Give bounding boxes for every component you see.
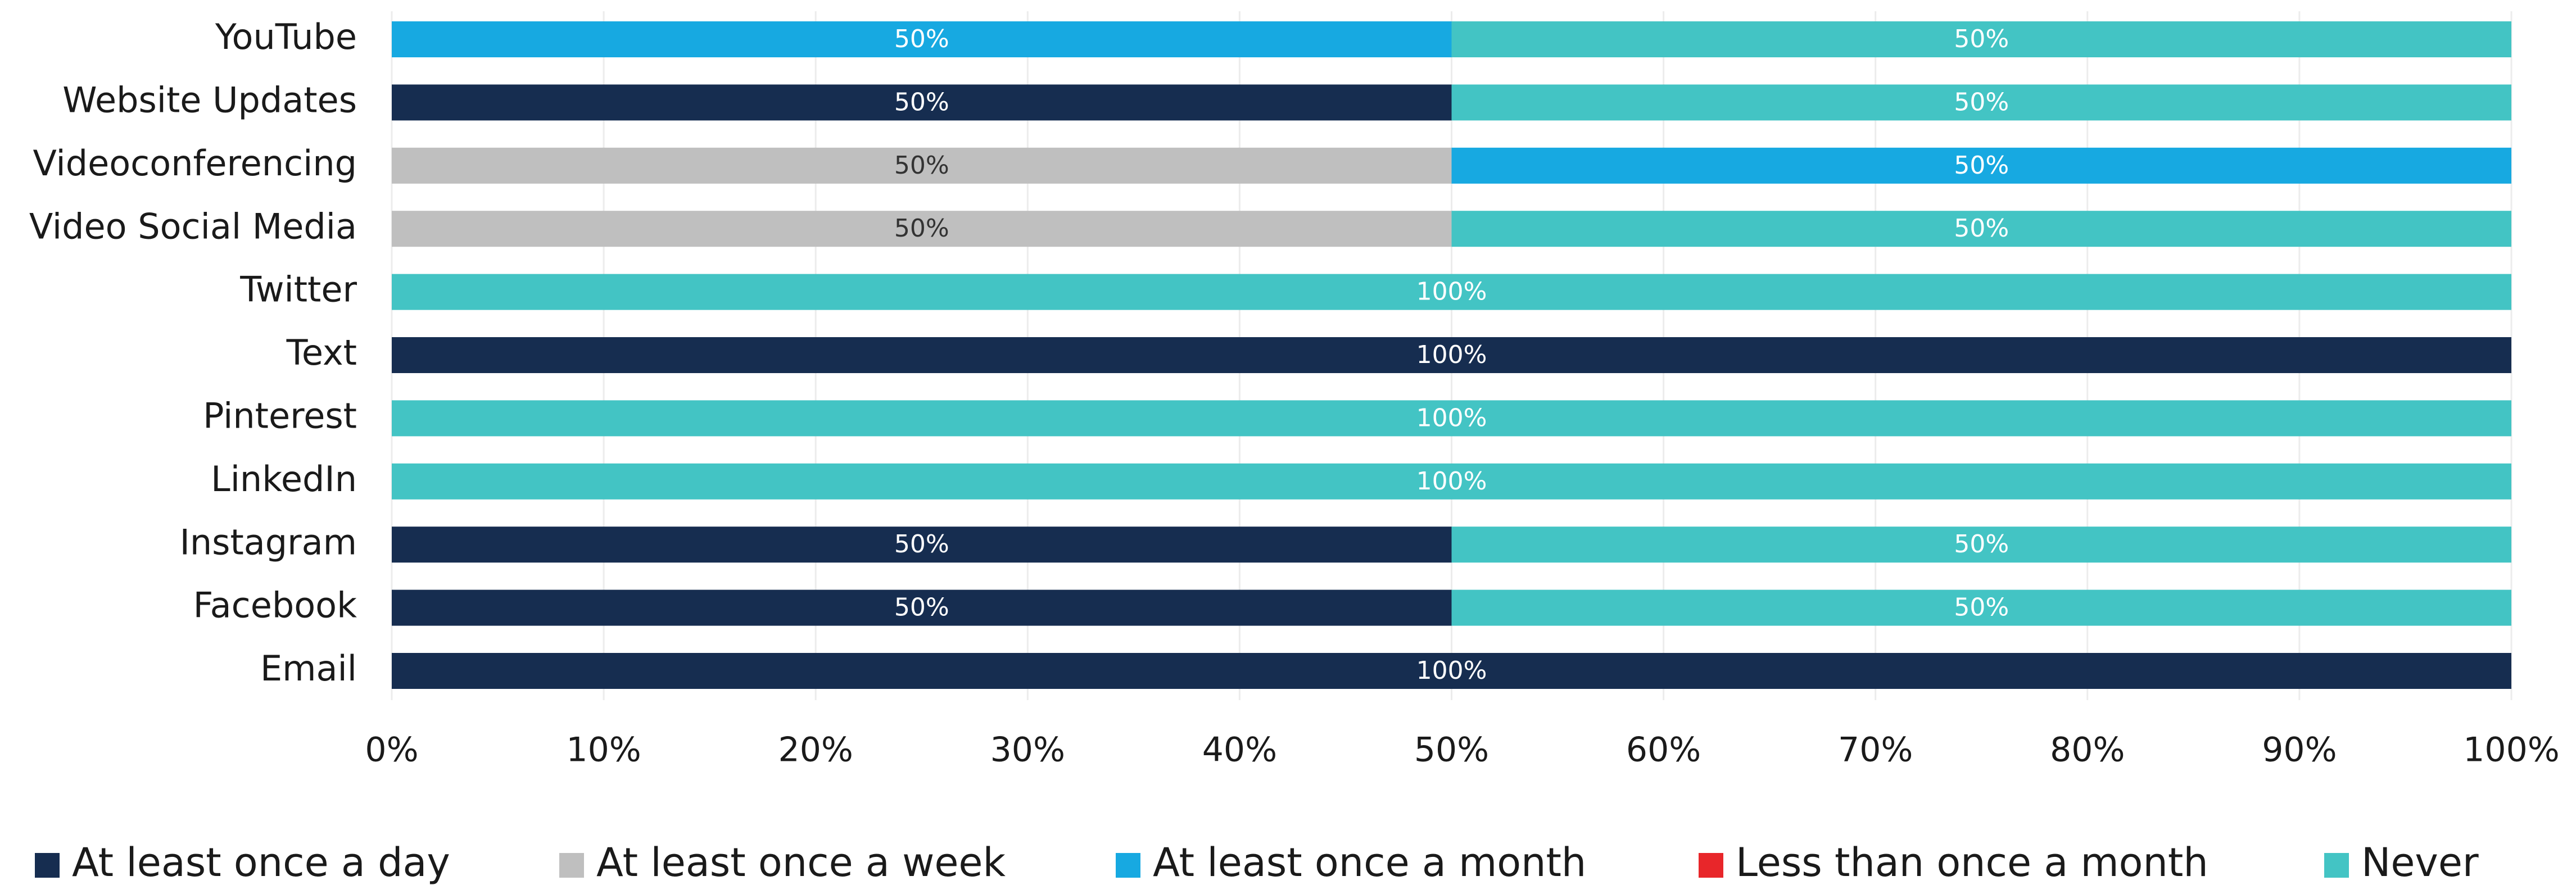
- x-tick-label: 20%: [778, 730, 853, 770]
- x-tick-label: 10%: [566, 730, 641, 770]
- x-tick-label: 30%: [990, 730, 1065, 770]
- bar-segment: [1451, 147, 2511, 184]
- x-tick-label: 80%: [2050, 730, 2125, 770]
- y-tick-label: Twitter: [239, 269, 357, 310]
- bar-segment: [392, 337, 2511, 373]
- bar-segment: [1451, 527, 2511, 563]
- bar-segment: [392, 527, 1452, 563]
- value-label: 100%: [1416, 656, 1487, 685]
- y-tick-label: Facebook: [193, 585, 357, 626]
- value-label: 100%: [1416, 467, 1487, 496]
- legend-swatch: [1116, 853, 1140, 878]
- x-tick-label: 60%: [1626, 730, 1701, 770]
- bar-segment: [392, 589, 1452, 626]
- bar-segment: [1451, 21, 2511, 57]
- x-tick-label: 40%: [1202, 730, 1277, 770]
- value-label: 50%: [1954, 88, 2009, 116]
- x-tick-label: 70%: [1838, 730, 1913, 770]
- y-tick-label: Instagram: [180, 521, 357, 562]
- legend-label: At least once a week: [596, 839, 1006, 885]
- value-label: 50%: [894, 214, 949, 243]
- y-tick-label: LinkedIn: [211, 459, 357, 500]
- bar-segment: [392, 84, 1452, 121]
- bar-segment: [392, 274, 2511, 310]
- bar-segment: [1451, 589, 2511, 626]
- value-label: 100%: [1416, 341, 1487, 369]
- x-tick-label: 50%: [1414, 730, 1489, 770]
- x-tick-label: 0%: [365, 730, 418, 770]
- legend-label: Never: [2361, 839, 2479, 885]
- y-tick-label: Videoconferencing: [33, 143, 357, 184]
- bar-segment: [392, 463, 2511, 500]
- value-label: 50%: [894, 151, 949, 180]
- value-label: 50%: [894, 593, 949, 622]
- y-tick-label: Email: [260, 648, 357, 689]
- y-tick-label: YouTube: [215, 16, 357, 57]
- bar-segment: [392, 211, 1452, 247]
- legend-swatch: [35, 853, 60, 878]
- value-label: 50%: [894, 25, 949, 53]
- legend-swatch: [1699, 853, 1723, 878]
- value-label: 50%: [1954, 530, 2009, 559]
- y-tick-label: Text: [286, 332, 357, 373]
- value-label: 50%: [894, 88, 949, 116]
- legend-label: Less than once a month: [1736, 839, 2208, 885]
- value-label: 50%: [1954, 593, 2009, 622]
- bar-segment: [1451, 84, 2511, 121]
- y-tick-label: Pinterest: [203, 395, 357, 436]
- legend-label: At least once a month: [1153, 839, 1586, 885]
- legend-swatch: [2324, 853, 2349, 878]
- bar-segment: [1451, 211, 2511, 247]
- bar-segment: [392, 653, 2511, 689]
- y-tick-label: Video Social Media: [29, 206, 357, 247]
- legend-label: At least once a day: [72, 839, 450, 885]
- bar-segment: [392, 21, 1452, 57]
- value-label: 50%: [1954, 151, 2009, 180]
- value-label: 50%: [1954, 25, 2009, 53]
- legend-swatch: [559, 853, 584, 878]
- bar-segment: [392, 147, 1452, 184]
- value-label: 100%: [1416, 403, 1487, 432]
- y-tick-label: Website Updates: [62, 79, 357, 120]
- bar-segment: [392, 400, 2511, 437]
- x-tick-label: 90%: [2262, 730, 2337, 770]
- value-label: 50%: [894, 530, 949, 559]
- x-tick-label: 100%: [2463, 730, 2560, 770]
- value-label: 100%: [1416, 278, 1487, 306]
- value-label: 50%: [1954, 214, 2009, 243]
